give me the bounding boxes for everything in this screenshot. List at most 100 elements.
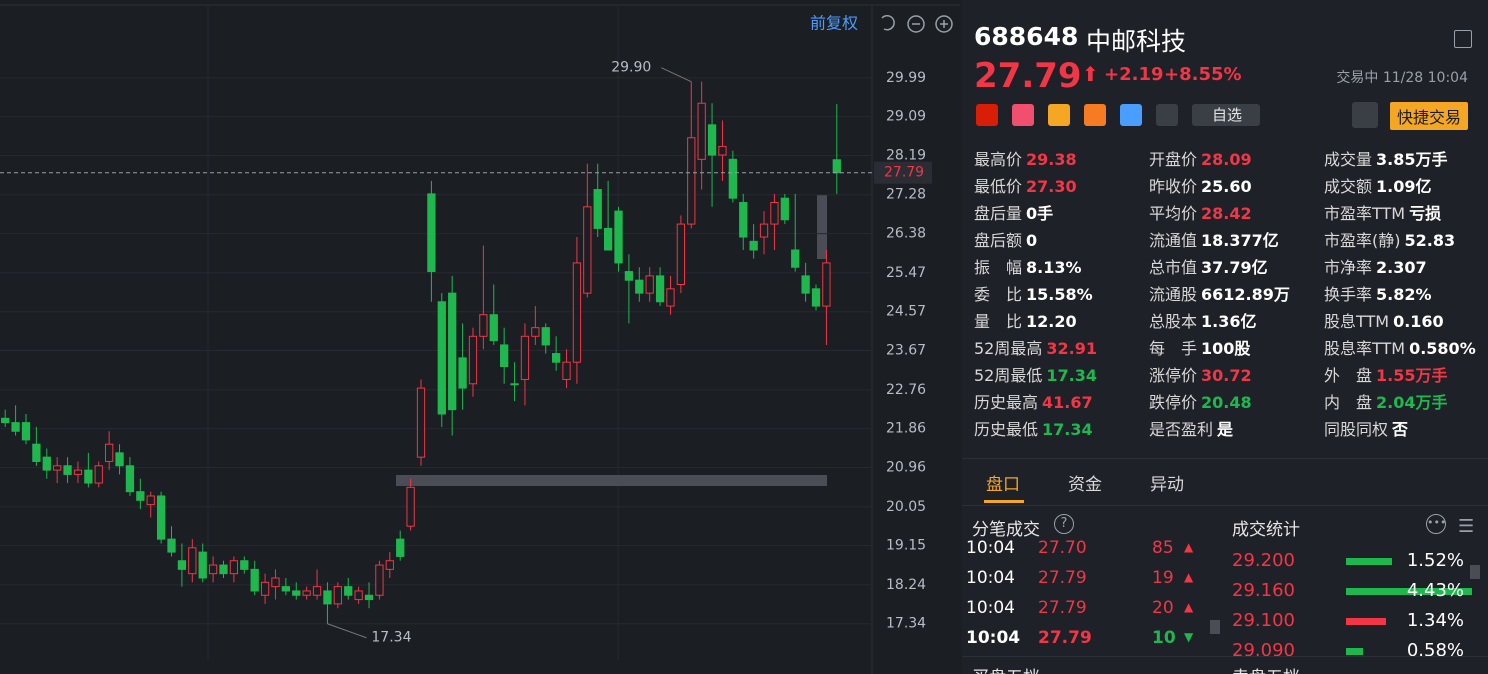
field-value: 是 [1217, 420, 1234, 439]
candle-body [240, 560, 249, 570]
trade-price: 27.79 [1038, 628, 1092, 648]
watch-label: 自选 [1211, 106, 1242, 124]
scrollbar[interactable] [1470, 565, 1480, 579]
field-value: 18.377亿 [1201, 231, 1279, 250]
stat-bar [1346, 648, 1364, 655]
zoom-out[interactable] [907, 15, 925, 33]
candle-body [551, 353, 561, 363]
stat-pct: 1.34% [1406, 610, 1464, 631]
field-value: 0.160 [1393, 312, 1444, 331]
field-label: 跌停价 [1149, 393, 1198, 412]
field-label: 市盈率(静) [1324, 231, 1401, 250]
field-row: 流通值 18.377亿 [1149, 227, 1279, 251]
stat-bar [1346, 558, 1392, 565]
field-value: 17.34 [1042, 420, 1093, 439]
field-row: 成交量 3.85万手 [1324, 146, 1448, 170]
field-label: 平均价 [1149, 204, 1198, 223]
trade-time: 10:04 [966, 598, 1015, 618]
stat-price: 29.200 [1232, 550, 1295, 571]
annotation-leader [327, 623, 367, 639]
tab-underline [984, 500, 1024, 503]
field-value: 亏损 [1409, 204, 1442, 223]
stat-price: 29.160 [1232, 580, 1295, 601]
field-value: 2.04万手 [1376, 393, 1448, 412]
scrollbar[interactable] [1210, 620, 1220, 634]
candle-body [396, 538, 405, 557]
candle-body [32, 443, 41, 462]
watch-button[interactable]: 自选 [1192, 104, 1260, 126]
annotation: 29.90 [611, 60, 651, 76]
candle-body [344, 586, 353, 596]
field-value: 28.09 [1201, 150, 1252, 169]
candle-body [822, 262, 831, 307]
field-label: 是否盈利 [1149, 420, 1214, 439]
field-row: 52周最低 17.34 [974, 362, 1097, 386]
field-label: 历史最低 [974, 420, 1039, 439]
candle-body [448, 292, 457, 411]
range-bar [817, 195, 827, 259]
reset-icon[interactable] [881, 15, 895, 31]
y-tick-label: 28.19 [886, 147, 926, 163]
field-row: 每 手 100股 [1149, 335, 1250, 359]
field-label: 市盈率TTM [1324, 204, 1406, 223]
last-price: 27.79 [974, 56, 1082, 96]
change: +2.19 [1104, 64, 1164, 85]
field-label: 股息率TTM [1324, 339, 1406, 358]
trade-price: 27.79 [1038, 568, 1087, 588]
candle-body [832, 159, 841, 174]
tab[interactable]: 异动 [1150, 475, 1184, 495]
candle-body [42, 456, 51, 471]
field-label: 外 盘 [1324, 366, 1373, 385]
trade-price: 27.70 [1038, 540, 1087, 558]
layout-icon[interactable] [1454, 30, 1472, 48]
y-tick-label: 29.09 [886, 109, 926, 125]
divider [962, 656, 1488, 657]
section-title: 分笔成交 [972, 520, 1040, 540]
candle-body [250, 568, 259, 592]
field-value: 0.580% [1409, 339, 1476, 358]
candle-body [801, 275, 810, 294]
tab[interactable]: 盘口 [986, 475, 1020, 495]
field-value: 12.20 [1026, 312, 1077, 331]
candle-body [125, 465, 135, 493]
trade-button[interactable]: 快捷交易 [1390, 102, 1469, 130]
candle-body [229, 560, 239, 575]
flag-icon [976, 104, 998, 126]
candle-body [292, 590, 301, 596]
adjust-toggle[interactable]: 前复权 [810, 14, 858, 33]
trade-arrow: ▲ [1184, 540, 1194, 554]
chart: 前复权 29.99 29.09 28.19 27.28 26.38 25.47 24.57 2… [0, 4, 960, 674]
zoom-in[interactable] [935, 15, 953, 33]
field-row: 市盈率TTM 亏损 [1324, 200, 1441, 224]
tab[interactable]: 资金 [1068, 475, 1102, 495]
trade-volume: 19 [1152, 568, 1174, 588]
field-row: 同股同权否 [1324, 416, 1408, 440]
candle-body [385, 560, 394, 570]
field-label: 总市值 [1149, 258, 1198, 277]
field-label: 振 幅 [974, 258, 1023, 277]
price-tag-label: 27.79 [884, 165, 924, 181]
trade-time: 10:04 [966, 540, 1015, 558]
y-tick-label: 19.15 [886, 538, 926, 554]
list-icon[interactable]: ☰ [1458, 516, 1475, 537]
field-label: 成交量 [1324, 150, 1373, 169]
note-icon[interactable] [1156, 104, 1178, 126]
annotation: 17.34 [371, 630, 411, 646]
candle-body [510, 383, 519, 386]
zoom-tools[interactable] [881, 15, 953, 33]
candle-body [416, 387, 426, 458]
candle-body [84, 469, 93, 484]
section-title: 成交统计 [1232, 520, 1300, 540]
field-value: 3.85万手 [1376, 150, 1448, 169]
field-value: 0 [1026, 231, 1038, 250]
field-row: 总股本 1.36亿 [1149, 308, 1257, 332]
candle-body [333, 586, 342, 605]
field-label: 量 比 [974, 312, 1023, 331]
candle-body [655, 275, 665, 303]
y-tick-label: 27.28 [886, 187, 926, 203]
alert-icon[interactable] [1352, 102, 1378, 128]
trade-time: 10:04 [966, 568, 1015, 588]
field-label: 历史最高 [974, 393, 1039, 412]
range-bar [396, 475, 827, 486]
candle-body [437, 301, 446, 415]
